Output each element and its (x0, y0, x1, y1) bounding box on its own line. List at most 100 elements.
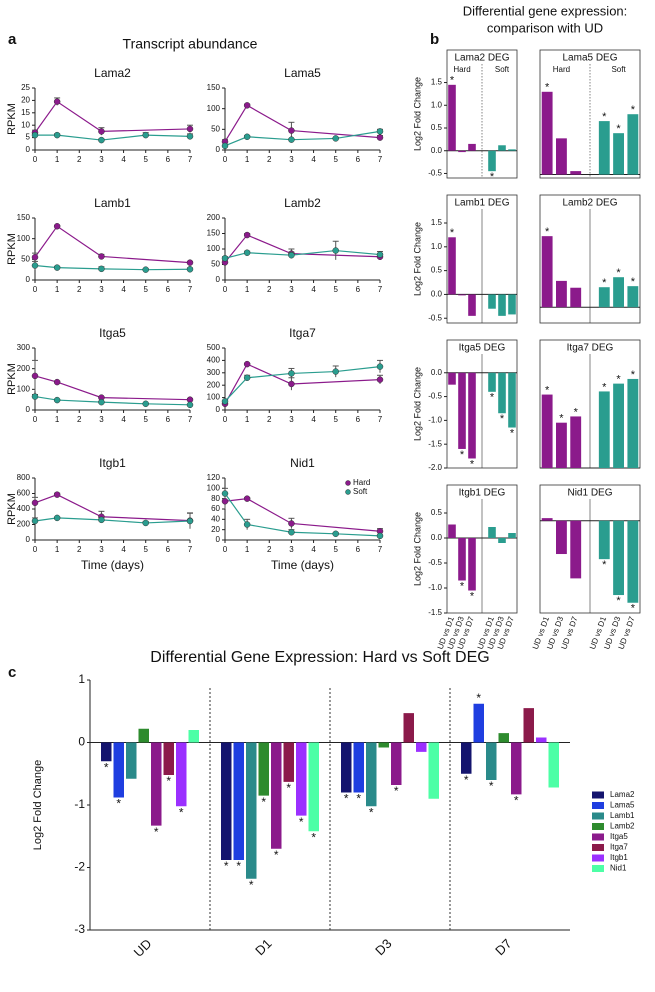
x-tick-label: 1 (55, 285, 60, 294)
y-tick-label: 300 (207, 368, 221, 377)
x-tick-label: 0 (33, 155, 38, 164)
data-point (53, 223, 61, 230)
x-tick-label: 4 (121, 285, 126, 294)
y-tick-label: 1.5 (431, 218, 443, 227)
panel-label: c (8, 664, 16, 681)
y-tick-label: 80 (211, 494, 220, 503)
y-tick-label: 0.0 (431, 146, 443, 155)
y-tick-label: 0 (26, 535, 31, 544)
x-tick-label: 1 (245, 415, 250, 424)
chart-title: Nid1 DEG (567, 488, 612, 499)
bar (246, 742, 257, 879)
bar (627, 286, 639, 308)
group-label: Soft (495, 65, 510, 74)
significance-star: * (559, 413, 564, 425)
x-tick-label: 7 (188, 285, 193, 294)
bar (570, 520, 582, 579)
x-tick-label: 4 (311, 545, 316, 554)
x-tick-label: 4 (311, 285, 316, 294)
panel-label: b (430, 31, 439, 48)
legend-label: Lamb1 (610, 811, 635, 820)
y-tick-label: 200 (207, 213, 221, 222)
y-axis-label: Log2 Fold Change (412, 367, 422, 441)
data-point (288, 520, 295, 527)
data-point (53, 98, 61, 105)
x-tick-label: 2 (267, 155, 272, 164)
y-tick-label: 60 (211, 504, 220, 513)
bar (461, 742, 472, 774)
data-point (98, 516, 105, 524)
y-tick-label: 500 (207, 343, 221, 352)
chart-title: Lama5 DEG (562, 53, 617, 64)
bar (448, 372, 456, 385)
data-point (186, 266, 194, 273)
x-tick-label: 2 (77, 285, 82, 294)
significance-star: * (166, 774, 171, 788)
y-tick-label: 10 (21, 120, 30, 129)
x-tick-label: 0 (223, 545, 228, 554)
x-tick-label: 7 (188, 155, 193, 164)
x-tick-label: 7 (378, 415, 383, 424)
panel-title: comparison with UD (487, 20, 603, 35)
chart-title: Itga7 DEG (567, 343, 614, 354)
bar (366, 742, 377, 807)
legend-label: Itga5 (610, 832, 628, 841)
significance-star: * (602, 111, 607, 123)
y-tick-label: -1.5 (428, 608, 442, 617)
chart-title: Lamb1 (94, 196, 131, 210)
significance-star: * (460, 580, 465, 592)
bar (271, 742, 282, 849)
data-point (186, 125, 194, 133)
x-tick-label: 5 (333, 545, 338, 554)
significance-star: * (460, 449, 465, 461)
legend-label: Itgb1 (610, 853, 628, 862)
y-tick-label: 200 (17, 364, 31, 373)
x-tick-label: 7 (378, 545, 383, 554)
bar (613, 383, 624, 468)
y-tick-label: -2.0 (428, 463, 442, 472)
significance-star: * (154, 825, 159, 839)
y-tick-label: -0.5 (428, 313, 442, 322)
bar (613, 520, 624, 596)
bar (541, 518, 553, 521)
x-tick-label: 5 (333, 415, 338, 424)
y-tick-label: 0 (216, 535, 221, 544)
bar (498, 294, 506, 316)
legend-marker (345, 480, 351, 486)
legend-swatch (592, 865, 604, 872)
x-tick-label: UD (131, 936, 155, 960)
y-tick-label: 0.5 (431, 123, 443, 132)
bar (486, 742, 497, 780)
significance-star: * (116, 797, 121, 811)
panel-title: Transcript abundance (123, 36, 258, 52)
data-point (53, 131, 61, 139)
data-point (332, 530, 339, 538)
bar (353, 742, 364, 793)
chart-title: Itga7 (289, 326, 316, 340)
y-tick-label: 150 (207, 83, 221, 92)
data-point (31, 393, 39, 400)
x-tick-label: 6 (356, 545, 361, 554)
chart-frame (539, 49, 641, 179)
x-tick-label: 0 (33, 415, 38, 424)
data-point (243, 133, 251, 141)
x-tick-label: 1 (245, 545, 250, 554)
y-tick-label: -0.5 (428, 392, 442, 401)
bar (163, 742, 174, 775)
y-tick-label: 0 (78, 735, 85, 749)
x-tick-label: D3 (372, 936, 394, 958)
data-point (288, 380, 295, 388)
x-tick-label: 2 (77, 415, 82, 424)
y-tick-label: -3 (74, 922, 85, 936)
data-point (53, 264, 61, 271)
data-point (142, 519, 149, 527)
chart-title: Differential Gene Expression: Hard vs So… (150, 649, 489, 666)
x-tick-label: 6 (356, 285, 361, 294)
data-point (186, 401, 194, 409)
chart-title: Itga5 DEG (459, 343, 506, 354)
bar (498, 372, 506, 414)
y-tick-label: 400 (207, 356, 221, 365)
y-tick-label: 0 (216, 145, 221, 154)
x-tick-label: 3 (99, 285, 104, 294)
series-line (34, 100, 191, 133)
